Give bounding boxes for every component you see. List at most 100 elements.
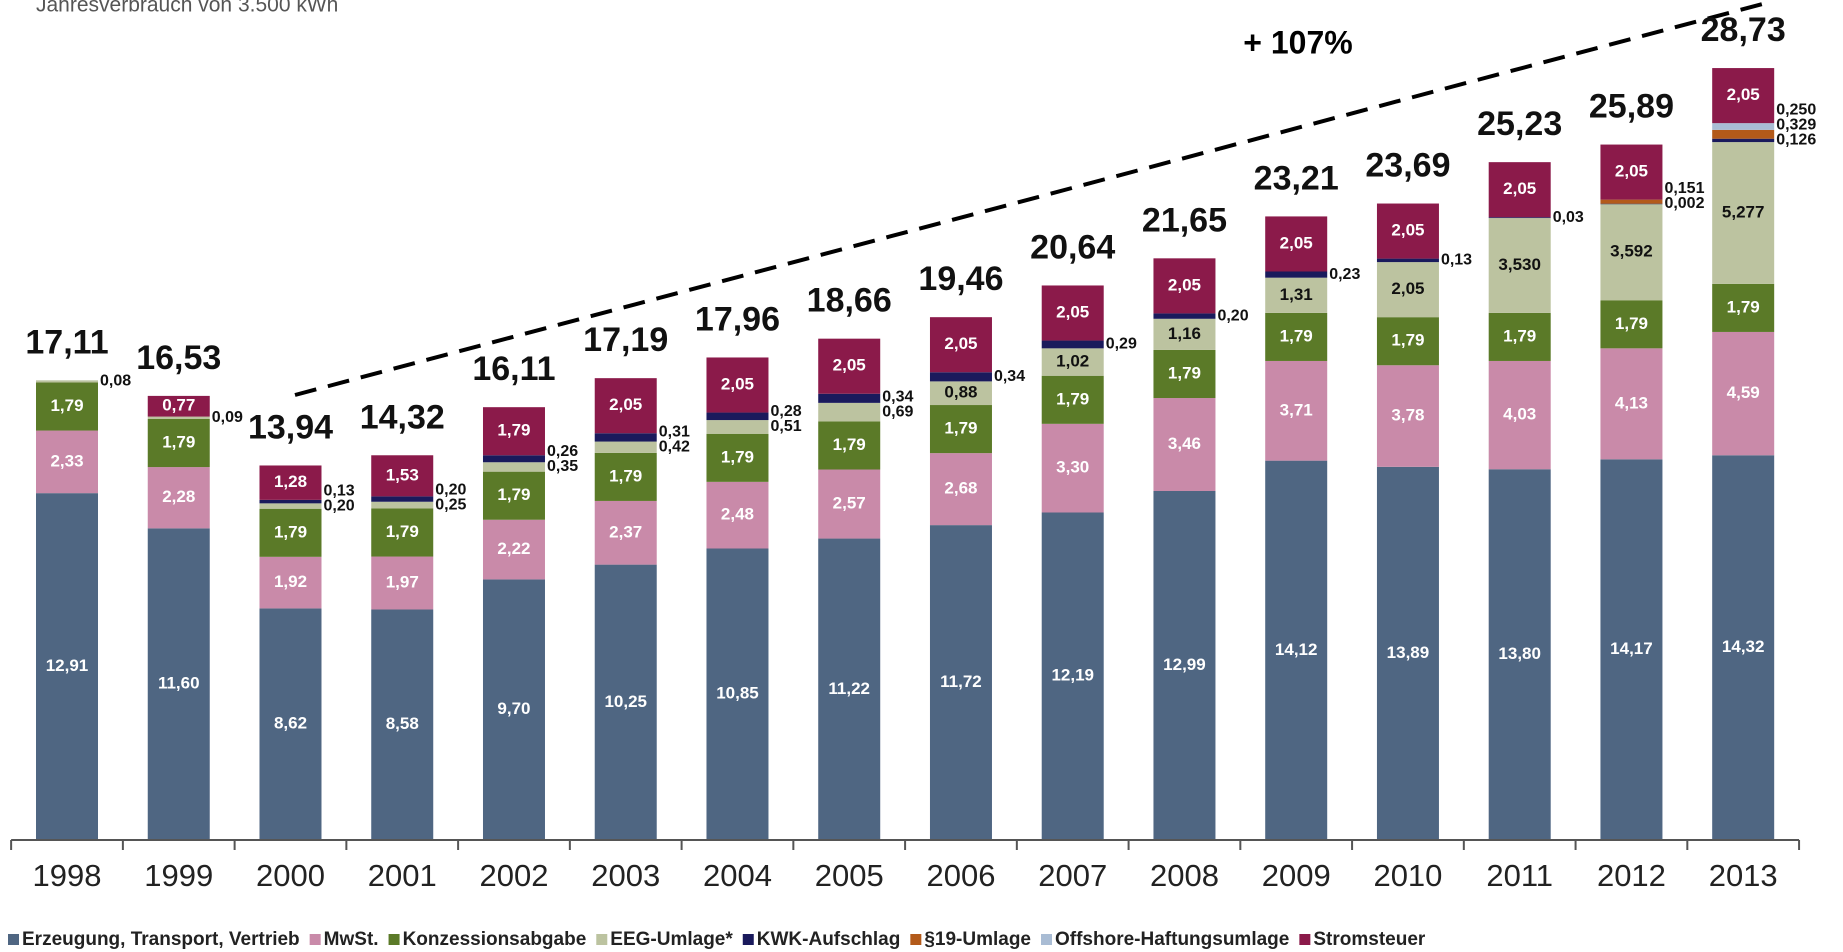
total-label: 17,96 xyxy=(695,300,780,338)
x-tick-label: 2001 xyxy=(368,858,437,893)
x-tick-label: 2003 xyxy=(591,858,660,893)
bar-segment xyxy=(1376,203,1439,259)
value-label: 1,79 xyxy=(1615,314,1648,333)
value-label: 3,30 xyxy=(1056,458,1089,477)
x-tick-label: 2002 xyxy=(479,858,548,893)
value-label: 3,46 xyxy=(1168,434,1201,453)
value-label: 1,79 xyxy=(944,419,977,438)
bar-segment xyxy=(818,338,881,394)
value-label: 0,42 xyxy=(659,438,690,455)
value-label: 4,13 xyxy=(1615,393,1648,412)
total-label: 23,21 xyxy=(1254,159,1339,197)
value-label: 1,79 xyxy=(1727,297,1760,316)
bar-segment xyxy=(482,462,545,472)
value-label: 0,31 xyxy=(659,423,690,440)
value-label: 1,79 xyxy=(1280,326,1313,345)
legend-swatch xyxy=(742,934,754,945)
bar-segment xyxy=(594,378,657,434)
value-label: 2,05 xyxy=(1280,233,1313,252)
bar-segment xyxy=(259,508,322,557)
value-label: 0,28 xyxy=(770,403,801,420)
value-label: 0,20 xyxy=(323,497,354,514)
value-label: 1,79 xyxy=(50,396,83,415)
legend-swatch xyxy=(1041,934,1052,945)
value-label: 12,91 xyxy=(46,656,89,675)
legend-label: KWK-Aufschlag xyxy=(757,929,901,950)
value-label: 12,19 xyxy=(1051,666,1094,685)
value-label: 1,79 xyxy=(1056,389,1089,408)
bar-segment xyxy=(1488,162,1551,218)
bar-segment xyxy=(594,433,657,442)
value-label: 3,592 xyxy=(1610,241,1653,260)
value-label: 11,72 xyxy=(940,672,982,691)
bar-segment xyxy=(1153,398,1216,492)
bar-segment xyxy=(1265,277,1328,313)
bar-segment xyxy=(594,500,657,565)
total-label: 20,64 xyxy=(1030,228,1115,266)
bar-segment xyxy=(706,433,769,482)
bar-segment xyxy=(259,608,322,840)
bar-segment xyxy=(1376,466,1439,840)
x-tick-label: 1998 xyxy=(33,858,102,893)
x-tick-label: 2004 xyxy=(703,858,772,893)
value-label: 10,25 xyxy=(604,692,647,711)
total-label: 21,65 xyxy=(1142,201,1227,239)
legend-swatch xyxy=(910,934,922,945)
bar-segment xyxy=(1376,262,1439,318)
x-tick-label: 2007 xyxy=(1038,858,1107,893)
bar-segment xyxy=(1376,258,1439,263)
bar-segment xyxy=(36,380,98,383)
bar-segment xyxy=(706,481,769,549)
bar-segment xyxy=(147,418,210,468)
value-label: 0,69 xyxy=(882,403,913,420)
value-label: 8,58 xyxy=(386,714,419,733)
bar-segment xyxy=(1600,144,1663,200)
bar-segment xyxy=(1600,203,1663,301)
value-label: 2,57 xyxy=(833,494,866,513)
value-label: 0,77 xyxy=(162,396,195,415)
bar-segment xyxy=(1488,218,1551,313)
value-label: 8,62 xyxy=(274,714,307,733)
bar-segment xyxy=(706,357,769,413)
legend-label: Stromsteuer xyxy=(1313,929,1426,950)
bar-segment xyxy=(36,382,98,431)
value-label: 1,79 xyxy=(274,522,307,541)
bar-segment xyxy=(371,556,434,610)
legend-label: Erzeugung, Transport, Vertrieb xyxy=(22,929,300,950)
bar-segment xyxy=(706,412,769,421)
value-label: 1,97 xyxy=(386,573,419,592)
value-label: 11,60 xyxy=(158,674,200,693)
x-tick-label: 2005 xyxy=(815,858,884,893)
bar-segment xyxy=(1265,460,1328,840)
value-label: 4,03 xyxy=(1503,405,1536,424)
value-label: 0,20 xyxy=(435,481,466,498)
value-label: 1,79 xyxy=(833,435,866,454)
bar-segment xyxy=(1153,258,1216,314)
value-label: 0,250 xyxy=(1776,102,1816,119)
bar-segment xyxy=(1488,217,1551,219)
bar-segment xyxy=(482,519,545,580)
bar-segment xyxy=(818,538,881,840)
total-label: 17,11 xyxy=(25,323,108,361)
value-label: 1,79 xyxy=(497,421,530,440)
bar-segment xyxy=(1265,360,1328,461)
value-label: 0,03 xyxy=(1553,209,1584,226)
bar-segment xyxy=(818,402,881,422)
legend-swatch xyxy=(309,934,321,945)
value-label: 2,33 xyxy=(50,451,83,470)
x-tick-label: 2013 xyxy=(1709,858,1778,893)
value-label: 1,53 xyxy=(386,465,419,484)
value-label: 1,79 xyxy=(1503,326,1536,345)
value-label: 10,85 xyxy=(716,684,759,703)
bar-segment xyxy=(1376,365,1439,467)
bar-segment xyxy=(1153,318,1216,350)
bar-segment xyxy=(1041,340,1104,349)
value-label: 2,28 xyxy=(162,487,195,506)
value-label: 1,79 xyxy=(497,485,530,504)
value-label: 0,09 xyxy=(212,409,243,426)
value-label: 0,51 xyxy=(770,418,801,435)
bar-segment xyxy=(929,317,992,373)
value-label: 0,126 xyxy=(1776,132,1816,149)
value-label: 1,28 xyxy=(274,472,307,491)
total-label: 16,11 xyxy=(472,350,555,388)
